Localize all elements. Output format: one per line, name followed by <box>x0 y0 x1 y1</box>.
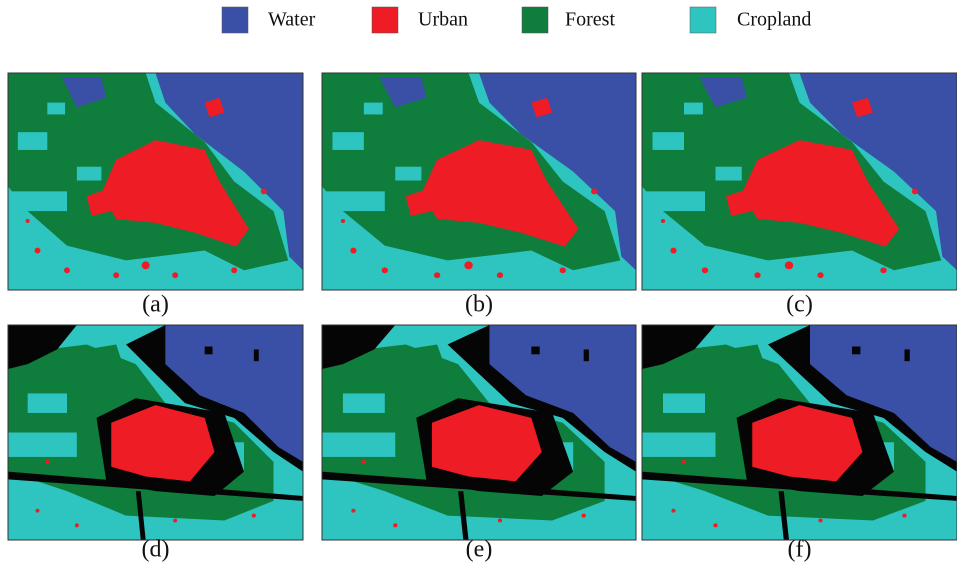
panel-label: (a) <box>142 292 169 318</box>
map-panel <box>642 325 957 540</box>
legend-label: Forest <box>565 9 615 31</box>
legend-label: Urban <box>418 9 468 31</box>
map-panel <box>8 73 303 290</box>
panel-label: (b) <box>465 292 493 318</box>
figure: Water Urban Forest Cropland (a) (b) (c) (d) (e) (… <box>0 0 957 566</box>
map-panel <box>322 73 636 290</box>
legend-swatch <box>222 7 248 33</box>
legend-swatch <box>372 7 398 33</box>
panel-label: (c) <box>786 292 813 318</box>
panel-label: (e) <box>466 537 493 563</box>
panel-label: (f) <box>788 537 812 563</box>
legend-label: Cropland <box>737 9 811 31</box>
page: Water Urban Forest Cropland (a) (b) (c) (d) (e) (… <box>0 0 957 566</box>
legend-label: Water <box>268 9 316 31</box>
map-panel <box>642 73 957 290</box>
map-panel <box>8 325 303 540</box>
legend-swatch <box>690 7 716 33</box>
panel-label: (d) <box>142 537 170 563</box>
map-panel <box>322 325 636 540</box>
legend-swatch <box>522 7 548 33</box>
